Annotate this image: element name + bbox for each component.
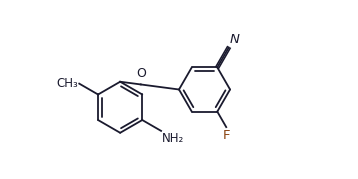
Text: NH₂: NH₂ [162, 132, 184, 145]
Text: CH₃: CH₃ [57, 77, 78, 90]
Text: F: F [222, 129, 230, 142]
Text: O: O [136, 67, 146, 79]
Text: N: N [230, 33, 240, 46]
